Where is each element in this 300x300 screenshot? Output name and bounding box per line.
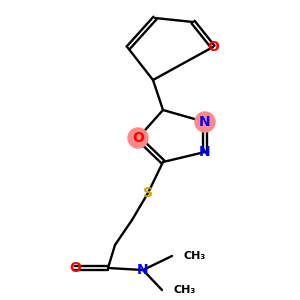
Text: O: O <box>132 131 144 145</box>
Text: O: O <box>207 40 219 54</box>
Text: CH₃: CH₃ <box>184 251 206 261</box>
Text: S: S <box>143 186 153 200</box>
Circle shape <box>128 128 148 148</box>
Circle shape <box>195 112 215 132</box>
Text: CH₃: CH₃ <box>174 285 196 295</box>
Text: N: N <box>199 145 211 159</box>
Text: O: O <box>69 261 81 275</box>
Text: N: N <box>137 263 149 277</box>
Text: N: N <box>199 115 211 129</box>
